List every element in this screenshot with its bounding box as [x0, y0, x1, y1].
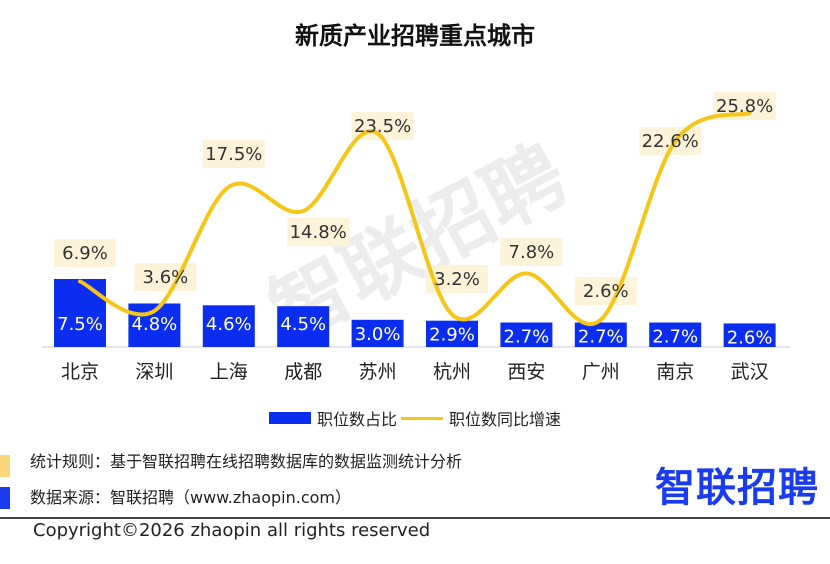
- bar-成都: [277, 306, 330, 347]
- line-data-label: 2.6%: [583, 281, 629, 302]
- legend-bar-label: 职位数占比: [316, 410, 397, 429]
- copyright: Copyright©2026 zhaopin all rights reserv…: [33, 520, 431, 541]
- bar-data-label: 2.6%: [727, 327, 773, 348]
- x-tick-label: 杭州: [433, 361, 471, 383]
- plot-area: 北京 深圳 上海 成都 苏州 杭州 西安 广州 南京 武汉 7.5% 4.8% 4.6% 4.5% 3.0%…: [42, 92, 790, 383]
- source-marker: [0, 487, 10, 509]
- line-label-bg: [134, 263, 197, 291]
- line-label-bg: [54, 239, 116, 267]
- bar-data-label: 4.5%: [280, 314, 326, 335]
- line-data-label: 3.2%: [434, 269, 480, 290]
- line-data-label: 6.9%: [62, 243, 108, 264]
- rule-marker: [0, 455, 10, 477]
- legend-line-label: 职位数同比增速: [449, 410, 562, 429]
- bar-data-label: 2.7%: [652, 327, 698, 348]
- legend-bar-swatch: [268, 412, 311, 424]
- x-tick-label: 上海: [210, 361, 248, 383]
- x-tick-label: 苏州: [359, 361, 397, 383]
- bar-武汉: [723, 323, 776, 347]
- bar-南京: [649, 322, 702, 347]
- x-tick-label: 深圳: [135, 361, 173, 383]
- bar-data-label: 3.0%: [355, 324, 401, 345]
- x-tick-label: 北京: [61, 361, 99, 383]
- x-tick-label: 成都: [284, 361, 322, 383]
- line-data-label: 14.8%: [290, 222, 347, 243]
- bar-data-label: 4.8%: [132, 314, 178, 335]
- divider: [0, 517, 830, 519]
- line-data-label: 17.5%: [205, 144, 262, 165]
- line-data-label: 25.8%: [716, 96, 773, 117]
- stat-rule-note: 统计规则：基于智联招聘在线招聘数据库的数据监测统计分析: [30, 452, 463, 471]
- line-label-bg: [202, 140, 265, 168]
- bar-data-label: 7.5%: [57, 314, 103, 335]
- line-data-label: 3.6%: [143, 267, 189, 288]
- bar-data-label: 2.9%: [429, 325, 475, 346]
- bar-西安: [500, 322, 553, 347]
- bar-上海: [202, 305, 255, 347]
- line-series: [78, 110, 752, 327]
- line-data-label: 23.5%: [354, 116, 411, 137]
- x-tick-label: 武汉: [731, 361, 769, 383]
- data-source-note: 数据来源：智联招聘（www.zhaopin.com）: [30, 488, 352, 507]
- line-label-bg: [287, 218, 350, 246]
- bar-data-label: 2.7%: [578, 327, 624, 348]
- x-tick-label: 西安: [507, 361, 545, 383]
- x-tick-label: 广州: [582, 361, 620, 383]
- bar-广州: [574, 322, 627, 347]
- bar-data-label: 2.7%: [504, 327, 550, 348]
- bar-杭州: [426, 320, 478, 347]
- line-label-bg: [500, 238, 563, 266]
- x-tick-label: 南京: [656, 361, 694, 383]
- legend: 职位数占比 职位数同比增速: [0, 406, 830, 430]
- zhaopin-logo: 智联招聘: [655, 465, 819, 511]
- bar-苏州: [351, 319, 404, 347]
- chart-title: 新质产业招聘重点城市: [295, 22, 535, 50]
- bar-北京: [54, 278, 106, 347]
- legend-line-swatch: [401, 416, 443, 420]
- bar-data-label: 4.6%: [206, 314, 252, 335]
- line-data-label: 7.8%: [509, 242, 555, 263]
- line-label-bg: [574, 277, 637, 305]
- line-data-label: 22.6%: [642, 131, 699, 152]
